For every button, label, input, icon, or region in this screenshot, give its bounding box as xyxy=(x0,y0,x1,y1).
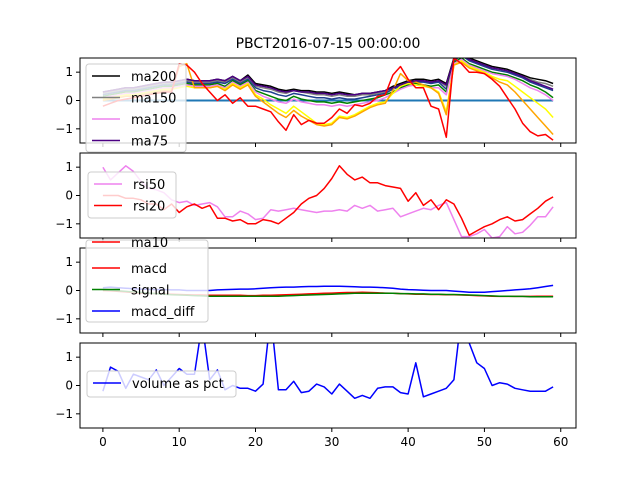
x-tick-label: 40 xyxy=(400,435,415,449)
y-tick-label: 0 xyxy=(65,284,73,298)
legend-frame xyxy=(85,239,209,323)
panel-3: −1 0 1 ma10 macd signal macd_diff xyxy=(55,236,577,337)
series-line-rsi50 xyxy=(102,165,554,238)
series-group xyxy=(102,165,554,238)
legend-label: macd_diff xyxy=(131,305,195,320)
series-line-rsi20 xyxy=(102,165,554,236)
series-group xyxy=(102,343,554,400)
legend-label: ma200 xyxy=(131,70,176,85)
legend-label: rsi20 xyxy=(133,200,165,215)
x-tick-label: 50 xyxy=(477,435,492,449)
panel-2: −1 0 1 rsi50 rsi20 xyxy=(55,152,577,242)
x-tick-label: 0 xyxy=(99,435,107,449)
y-tick-label: 0 xyxy=(65,379,73,393)
x-tick-label: 30 xyxy=(324,435,339,449)
y-tick-label: 0 xyxy=(65,189,73,203)
y-tick-label: −1 xyxy=(55,312,73,326)
y-tick-label: 1 xyxy=(65,65,73,79)
legend: rsi50 rsi20 xyxy=(87,171,177,219)
legend: volume as pct xyxy=(86,370,237,398)
legend-label: rsi50 xyxy=(133,178,165,193)
panels: −101 ma200ma150ma100ma75−101rsi50rsi20−10… xyxy=(55,57,577,449)
legend: ma10 macd signal macd_diff xyxy=(85,236,209,323)
series-line-volume as pct xyxy=(102,343,554,400)
legend-label: volume as pct xyxy=(132,377,224,392)
y-tick-label: −1 xyxy=(55,217,73,231)
legend-label: ma75 xyxy=(131,135,168,150)
y-tick-label: 1 xyxy=(65,255,73,269)
y-tick-label: 0 xyxy=(65,94,73,108)
x-tick-label: 60 xyxy=(553,435,568,449)
legend-label: signal xyxy=(131,284,169,299)
x-tick-label: 10 xyxy=(172,435,187,449)
legend-label: ma150 xyxy=(131,92,176,107)
y-tick-label: −1 xyxy=(55,407,73,421)
legend-frame xyxy=(86,370,237,398)
x-tick-label: 20 xyxy=(248,435,263,449)
chart-title: PBCT2016-07-15 00:00:00 xyxy=(236,36,421,52)
legend-frame xyxy=(85,63,187,153)
legend-label: ma100 xyxy=(131,113,176,128)
legend: ma200 ma150 ma100 ma75 xyxy=(85,63,187,153)
y-tick-label: 1 xyxy=(65,160,73,174)
legend-label: ma10 xyxy=(131,236,168,251)
y-tick-label: −1 xyxy=(55,122,73,136)
panel-1: −1 0 1 ma200 ma150 ma100 ma75 xyxy=(55,57,577,153)
y-tick-label: 1 xyxy=(65,350,73,364)
legend-label: macd xyxy=(131,262,167,277)
